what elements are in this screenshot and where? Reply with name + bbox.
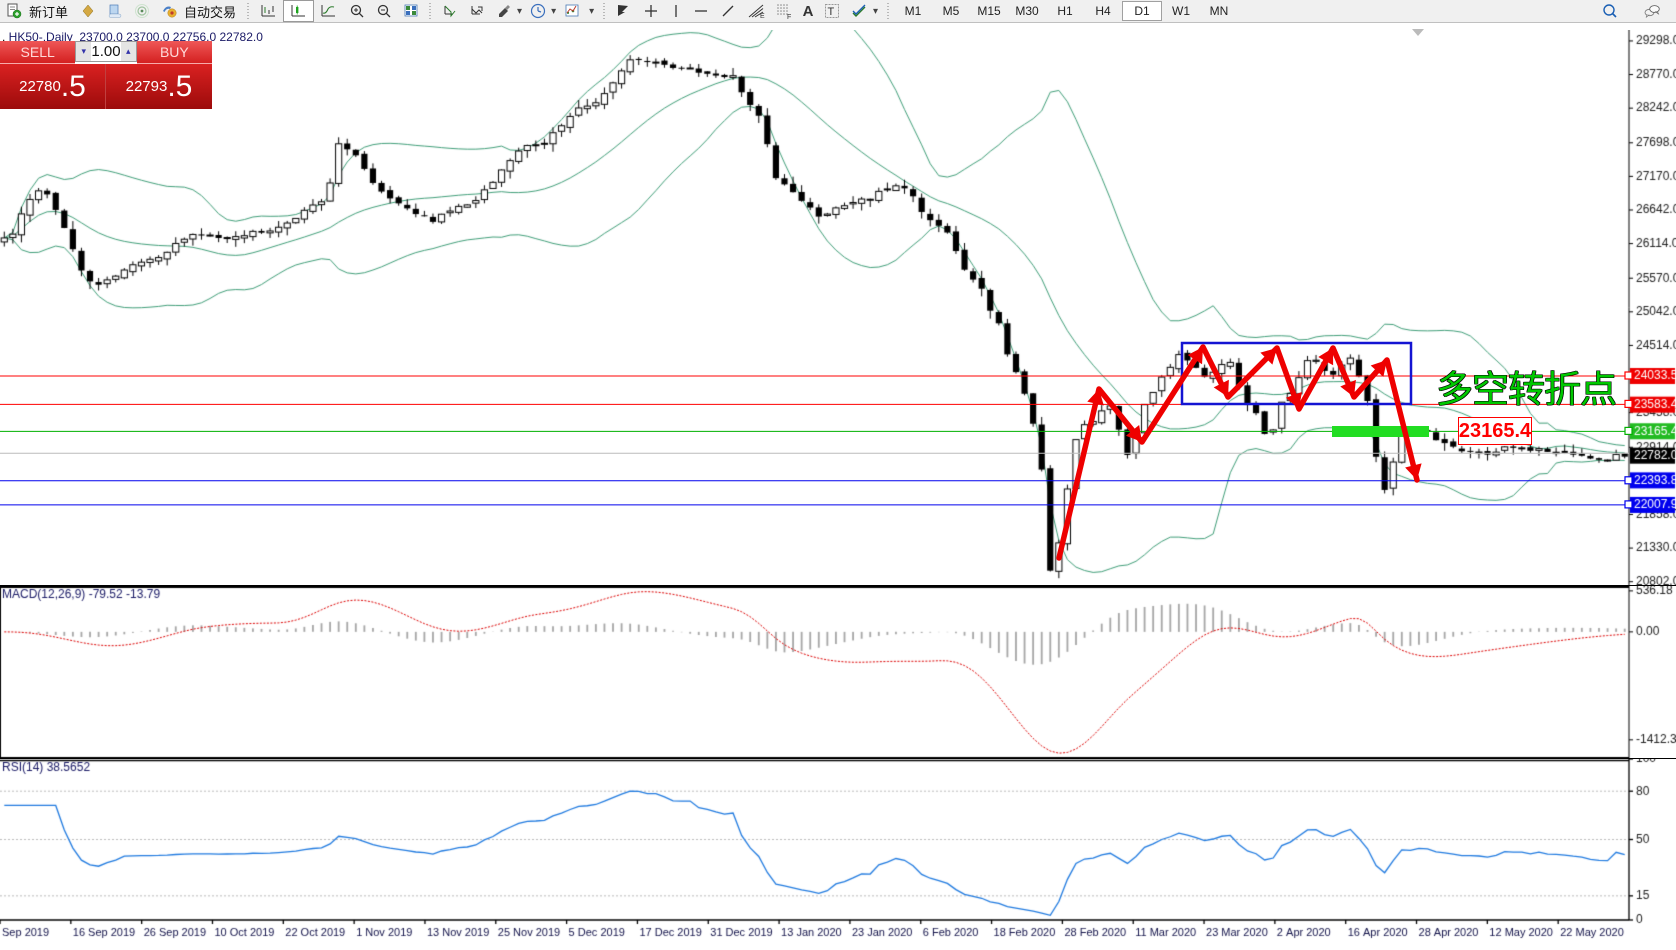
svg-text:E: E xyxy=(760,13,765,19)
svg-text:F: F xyxy=(787,14,791,19)
svg-text:T: T xyxy=(828,6,835,18)
